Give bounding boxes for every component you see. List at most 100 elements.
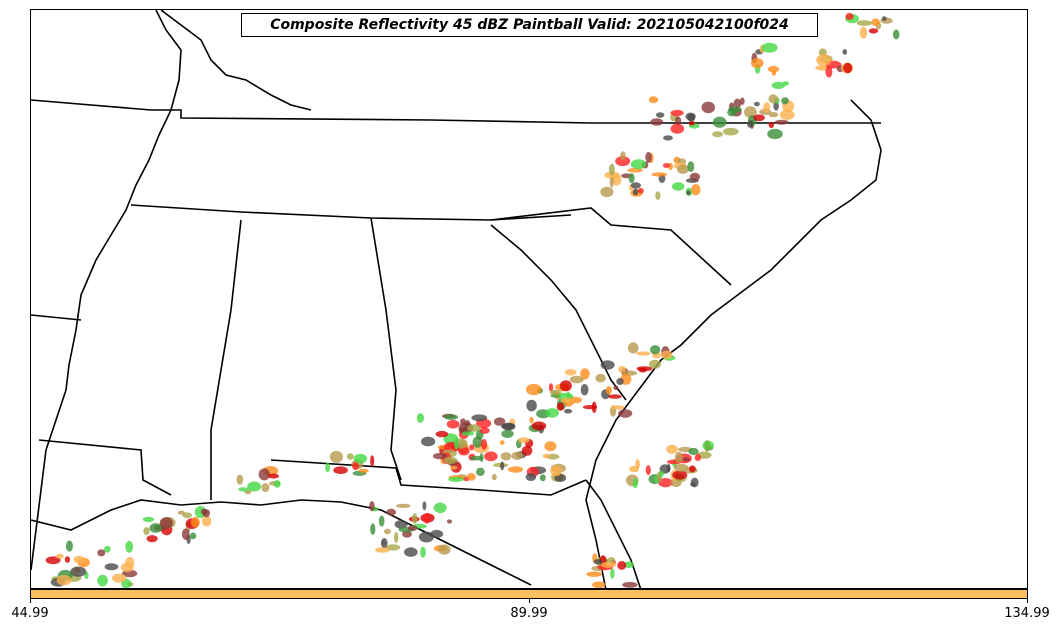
paintball-blob <box>628 173 635 184</box>
paintball-blob <box>842 49 848 55</box>
paintball-blob <box>564 408 573 414</box>
paintball-blob <box>688 121 696 126</box>
paintball-blob <box>499 440 505 445</box>
paintball-blob <box>609 176 614 188</box>
paintball-blob <box>560 397 575 403</box>
paintball-blob <box>358 468 369 473</box>
paintball-blob <box>689 172 701 181</box>
atlantic-coast-north <box>585 99 882 588</box>
paintball-blob <box>125 540 134 553</box>
paintball-blob <box>407 525 418 531</box>
mississippi-river <box>31 10 182 571</box>
paintball-blob <box>70 566 87 577</box>
paintball-blob <box>564 369 577 376</box>
paintball-blob <box>868 28 879 34</box>
paintball-blob <box>648 96 659 104</box>
ohio-river <box>160 10 312 111</box>
paintball-blob <box>856 20 873 26</box>
paintball-blob <box>181 528 190 540</box>
paintball-blob <box>454 437 459 450</box>
paintball-blob <box>531 421 547 431</box>
colorbar-tick-label-mid: 89.99 <box>510 606 548 621</box>
paintball-blob <box>177 510 186 515</box>
colorbar-tick <box>1027 599 1028 603</box>
paintball-blob <box>629 465 640 473</box>
paintball-blob <box>658 478 673 488</box>
paintball-blob <box>617 561 627 570</box>
paintball-blob <box>773 101 779 111</box>
paintball-blob <box>620 151 626 161</box>
paintball-blob <box>623 561 634 568</box>
paintball-blob <box>104 545 111 553</box>
paintball-blob <box>670 109 684 117</box>
paintball-blob <box>461 431 474 436</box>
paintball-blob <box>636 351 651 356</box>
paintball-blob <box>663 135 673 141</box>
paintball-blob <box>645 151 652 164</box>
paintball-blob <box>466 473 476 481</box>
paintball-blob <box>484 451 498 462</box>
colorbar-tick-label-min: 44.99 <box>11 606 49 621</box>
paintball-blob <box>768 112 779 118</box>
paintball-blob <box>650 118 664 126</box>
paintball-blob <box>120 562 134 573</box>
paintball-blob <box>479 427 490 434</box>
map-frame <box>30 9 1028 589</box>
paintball-blob <box>825 66 833 78</box>
paintball-blob <box>375 547 390 553</box>
ga-sc-line <box>490 224 627 401</box>
paintball-blob <box>645 465 651 476</box>
paintball-blob <box>655 191 661 200</box>
paintball-blob <box>238 487 249 492</box>
paintball-blob <box>446 419 460 429</box>
paintball-blob <box>352 462 359 471</box>
paintball-blob <box>616 378 624 385</box>
paintball-blob <box>582 405 598 410</box>
paintball-blob <box>767 65 780 73</box>
paintball-blob <box>747 120 754 128</box>
paintball-blob <box>672 470 688 480</box>
paintball-blob <box>146 535 158 543</box>
paintball-blob <box>600 360 615 370</box>
paintball-blob <box>97 574 108 587</box>
paintball-blob <box>771 81 786 89</box>
paintball-blob <box>638 367 647 373</box>
paintball-blob <box>771 70 777 76</box>
paintball-blob <box>690 477 699 488</box>
paintball-blob <box>394 520 408 529</box>
paintball-blob <box>768 94 778 104</box>
paintball-blob <box>763 102 771 113</box>
paintball-blob <box>202 509 211 518</box>
paintball-blob <box>701 101 716 114</box>
paintball-blob <box>545 408 559 418</box>
paintball-blob <box>600 561 616 568</box>
paintball-blob <box>656 112 665 118</box>
paintball-blob <box>779 109 795 120</box>
paintball-blob <box>666 463 671 473</box>
paintball-blob <box>559 380 572 392</box>
paintball-blob <box>500 461 505 471</box>
paintball-blob <box>142 516 155 523</box>
paintball-blob <box>64 556 70 563</box>
paintball-blob <box>662 163 671 168</box>
paintball-blob <box>627 342 639 354</box>
paintball-blob <box>500 452 512 461</box>
map-canvas <box>31 10 900 588</box>
paintball-blob <box>518 437 530 444</box>
paintball-blob <box>65 540 73 552</box>
paintball-blob <box>384 528 391 535</box>
paintball-blob <box>370 523 376 535</box>
paintball-blob <box>325 462 330 473</box>
paintball-blob <box>526 399 537 412</box>
paintball-blob <box>329 450 343 463</box>
colorbar-tick-label-max: 134.99 <box>1004 606 1050 621</box>
paintball-blob <box>149 523 162 533</box>
paintball-blob <box>189 532 197 540</box>
paintball-blob <box>682 457 691 462</box>
paintball-blob <box>733 98 742 109</box>
paintball-blob <box>353 453 368 464</box>
paintball-blob <box>660 350 673 360</box>
paintball-blob <box>672 182 685 191</box>
paintball-blob <box>159 517 173 529</box>
paintball-blob <box>630 159 647 170</box>
